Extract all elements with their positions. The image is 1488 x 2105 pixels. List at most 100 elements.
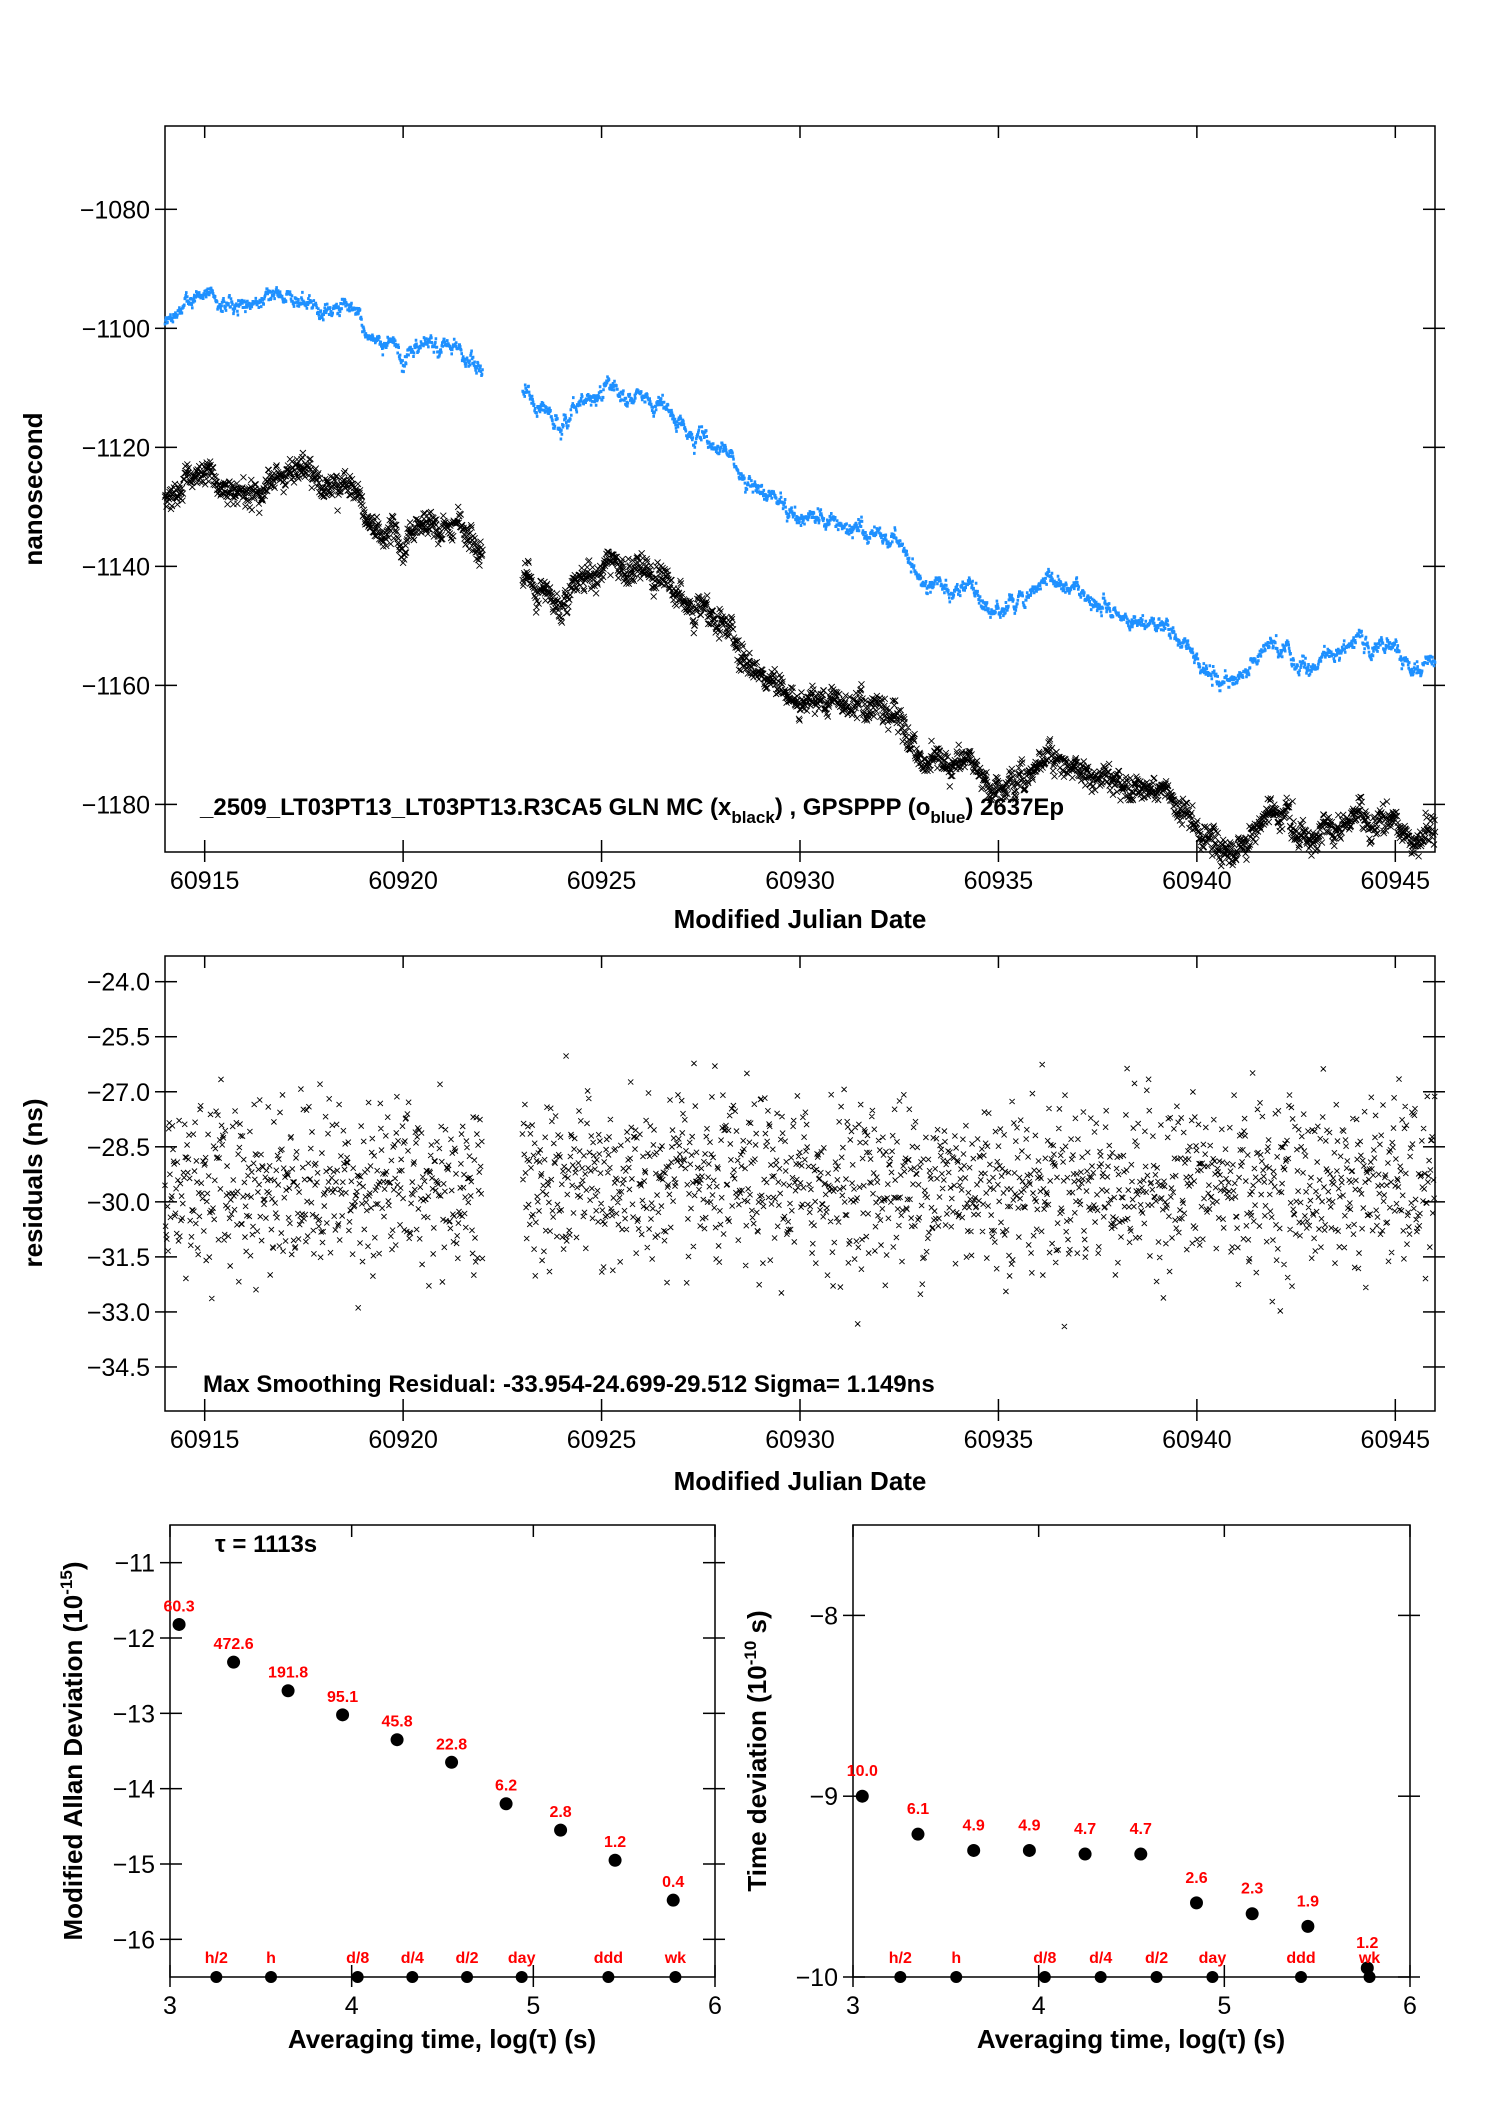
tdev-marker-label: d/8: [1033, 1950, 1056, 1967]
tdev-xtick-label: 6: [1403, 1992, 1417, 2020]
mdev-point: [281, 1684, 295, 1698]
mdev-point-label: 60.3: [164, 1598, 195, 1615]
mdev-point: [390, 1733, 404, 1747]
phase-ticks: 60915 60920 60925 60930 60935 60940 60945 −1080…: [80, 126, 1445, 895]
phase-xtick-label: 60925: [567, 867, 637, 895]
mdev-ylabel-sup: -15: [57, 1570, 76, 1595]
mdev-point: [666, 1893, 680, 1907]
residuals-data-points: [162, 1053, 1438, 1330]
phase-panel: 60915 60920 60925 60930 60935 60940 60945 −1080…: [18, 125, 1445, 934]
resid-xtick-label: 60935: [964, 1426, 1034, 1454]
phase-xtick-label: 60935: [964, 867, 1034, 895]
tdev-marker-dot: [894, 1971, 907, 1983]
tdev-point: [1022, 1843, 1036, 1857]
mdev-marker-dot: [351, 1971, 364, 1983]
resid-ytick-label: −28.5: [87, 1134, 150, 1162]
residuals-ticks: 60915 60920 60925 60930 60935 60940 60945 −24.0…: [87, 956, 1445, 1454]
annotation-sub-black: black: [731, 808, 775, 827]
phase-data-points: [161, 286, 1439, 870]
tdev-marker-dot: [1094, 1971, 1107, 1983]
mdev-ytick-label: −11: [114, 1550, 155, 1578]
tdev-point-label: 1.2: [1356, 1935, 1378, 1952]
tdev-point: [1301, 1919, 1315, 1933]
tdev-marker-label: h: [951, 1950, 961, 1967]
phase-xtick-label: 60920: [368, 867, 438, 895]
mdev-marker-dot: [406, 1971, 419, 1983]
mdev-point-label: 6.2: [495, 1778, 517, 1795]
tdev-point-label: 4.7: [1130, 1821, 1152, 1838]
tdev-point: [1134, 1847, 1148, 1861]
resid-ytick-label: −34.5: [87, 1354, 150, 1382]
resid-ytick-label: −25.5: [87, 1024, 150, 1052]
residuals-panel: 60915 60920 60925 60930 60935 60940 60945 −24.0…: [18, 955, 1445, 1496]
phase-ylabel: nanosecond: [18, 412, 48, 565]
phase-black-x-series: [161, 449, 1439, 870]
tdev-point-label: 2.3: [1241, 1881, 1263, 1898]
tdev-point: [1245, 1907, 1259, 1921]
resid-xtick-label: 60925: [567, 1426, 637, 1454]
resid-ytick-label: −31.5: [87, 1244, 150, 1272]
tdev-marker-dot: [1150, 1971, 1163, 1983]
mdev-ytick-label: −14: [113, 1776, 156, 1804]
mdev-ylabel: Modified Allan Deviation (10-15): [57, 1562, 88, 1941]
resid-ytick-label: −33.0: [87, 1299, 150, 1327]
resid-xtick-label: 60920: [368, 1426, 438, 1454]
tdev-ticks: 3 4 5 6 −8 −9 −10: [796, 1525, 1420, 2020]
tdev-xtick-label: 4: [1032, 1992, 1046, 2020]
mdev-marker-dot: [602, 1971, 615, 1983]
mdev-marker-dot: [461, 1971, 474, 1983]
resid-xtick-label: 60915: [170, 1426, 240, 1454]
mdev-point-label: 1.2: [604, 1834, 626, 1851]
mdev-ylabel-end: ): [58, 1562, 88, 1571]
mdev-ytick-label: −16: [113, 1926, 155, 1954]
mdev-point-label: 472.6: [214, 1636, 254, 1653]
tdev-ylabel-main: Time deviation (10: [742, 1665, 772, 1891]
mdev-point-label: 95.1: [327, 1689, 358, 1706]
tdev-point: [911, 1827, 925, 1841]
phase-ytick-label: −1080: [80, 196, 150, 224]
mdev-tau-note: τ = 1113s: [215, 1531, 317, 1558]
mdev-marker-dot: [515, 1971, 528, 1983]
tdev-point-label: 4.9: [963, 1817, 985, 1834]
residuals-annotation: Max Smoothing Residual: -33.954-24.699-2…: [203, 1371, 935, 1398]
phase-ytick-label: −1160: [82, 672, 150, 700]
phase-xlabel: Modified Julian Date: [674, 904, 927, 934]
mdev-marker-label: h: [266, 1950, 276, 1967]
tdev-panel: 3 4 5 6 −8 −9 −10 10.0 6.1 4.9 4.9 4.7 4.7 2.6 2.3 1.9…: [741, 1524, 1420, 2054]
tdev-data-points: 10.0 6.1 4.9 4.9 4.7 4.7 2.6 2.3 1.9 1.2 h/2 h d/8 d/…: [847, 1763, 1380, 1983]
mdev-point: [554, 1823, 568, 1837]
residuals-xlabel: Modified Julian Date: [674, 1466, 927, 1496]
tdev-point: [967, 1843, 981, 1857]
mdev-marker-dot: [669, 1971, 682, 1983]
tdev-point-label: 4.9: [1018, 1817, 1040, 1834]
tdev-point: [1078, 1847, 1092, 1861]
tdev-ylabel-sup: -10: [741, 1641, 760, 1666]
mdev-marker-label: wk: [664, 1950, 686, 1967]
mdev-point-label: 22.8: [436, 1736, 467, 1753]
annotation-suffix: ) 2637Ep: [965, 794, 1064, 821]
tdev-xtick-label: 5: [1217, 1992, 1231, 2020]
resid-xtick-label: 60945: [1361, 1426, 1431, 1454]
tdev-point-label: 2.6: [1185, 1870, 1207, 1887]
mdev-panel: 3 4 5 6 −11 −12 −13 −14 −15 −16 60.3 472.6 191.8 95.…: [57, 1524, 725, 2054]
tdev-marker-label: h/2: [889, 1950, 912, 1967]
phase-ytick-label: −1140: [82, 553, 150, 581]
mdev-xlabel: Averaging time, log(τ) (s): [288, 2024, 596, 2054]
tdev-marker-dot: [950, 1971, 963, 1983]
mdev-marker-dot: [265, 1971, 278, 1983]
tdev-marker-label: ddd: [1286, 1950, 1315, 1967]
resid-ytick-label: −30.0: [87, 1189, 150, 1217]
tdev-marker-label: day: [1199, 1950, 1227, 1967]
mdev-ytick-label: −12: [113, 1625, 155, 1653]
resid-xtick-label: 60940: [1162, 1426, 1232, 1454]
mdev-marker-label: day: [508, 1950, 536, 1967]
phase-ytick-label: −1120: [82, 434, 150, 462]
phase-xtick-label: 60945: [1361, 867, 1431, 895]
tdev-marker-label: d/4: [1089, 1950, 1112, 1967]
mdev-marker-label: ddd: [594, 1950, 623, 1967]
phase-annotation: _2509_LT03PT13_LT03PT13.R3CA5 GLN MC (xb…: [199, 794, 1064, 827]
mdev-point: [499, 1797, 513, 1811]
mdev-point: [608, 1853, 622, 1867]
annotation-prefix: _2509_LT03PT13_LT03PT13.R3CA5 GLN MC (x: [199, 794, 732, 821]
